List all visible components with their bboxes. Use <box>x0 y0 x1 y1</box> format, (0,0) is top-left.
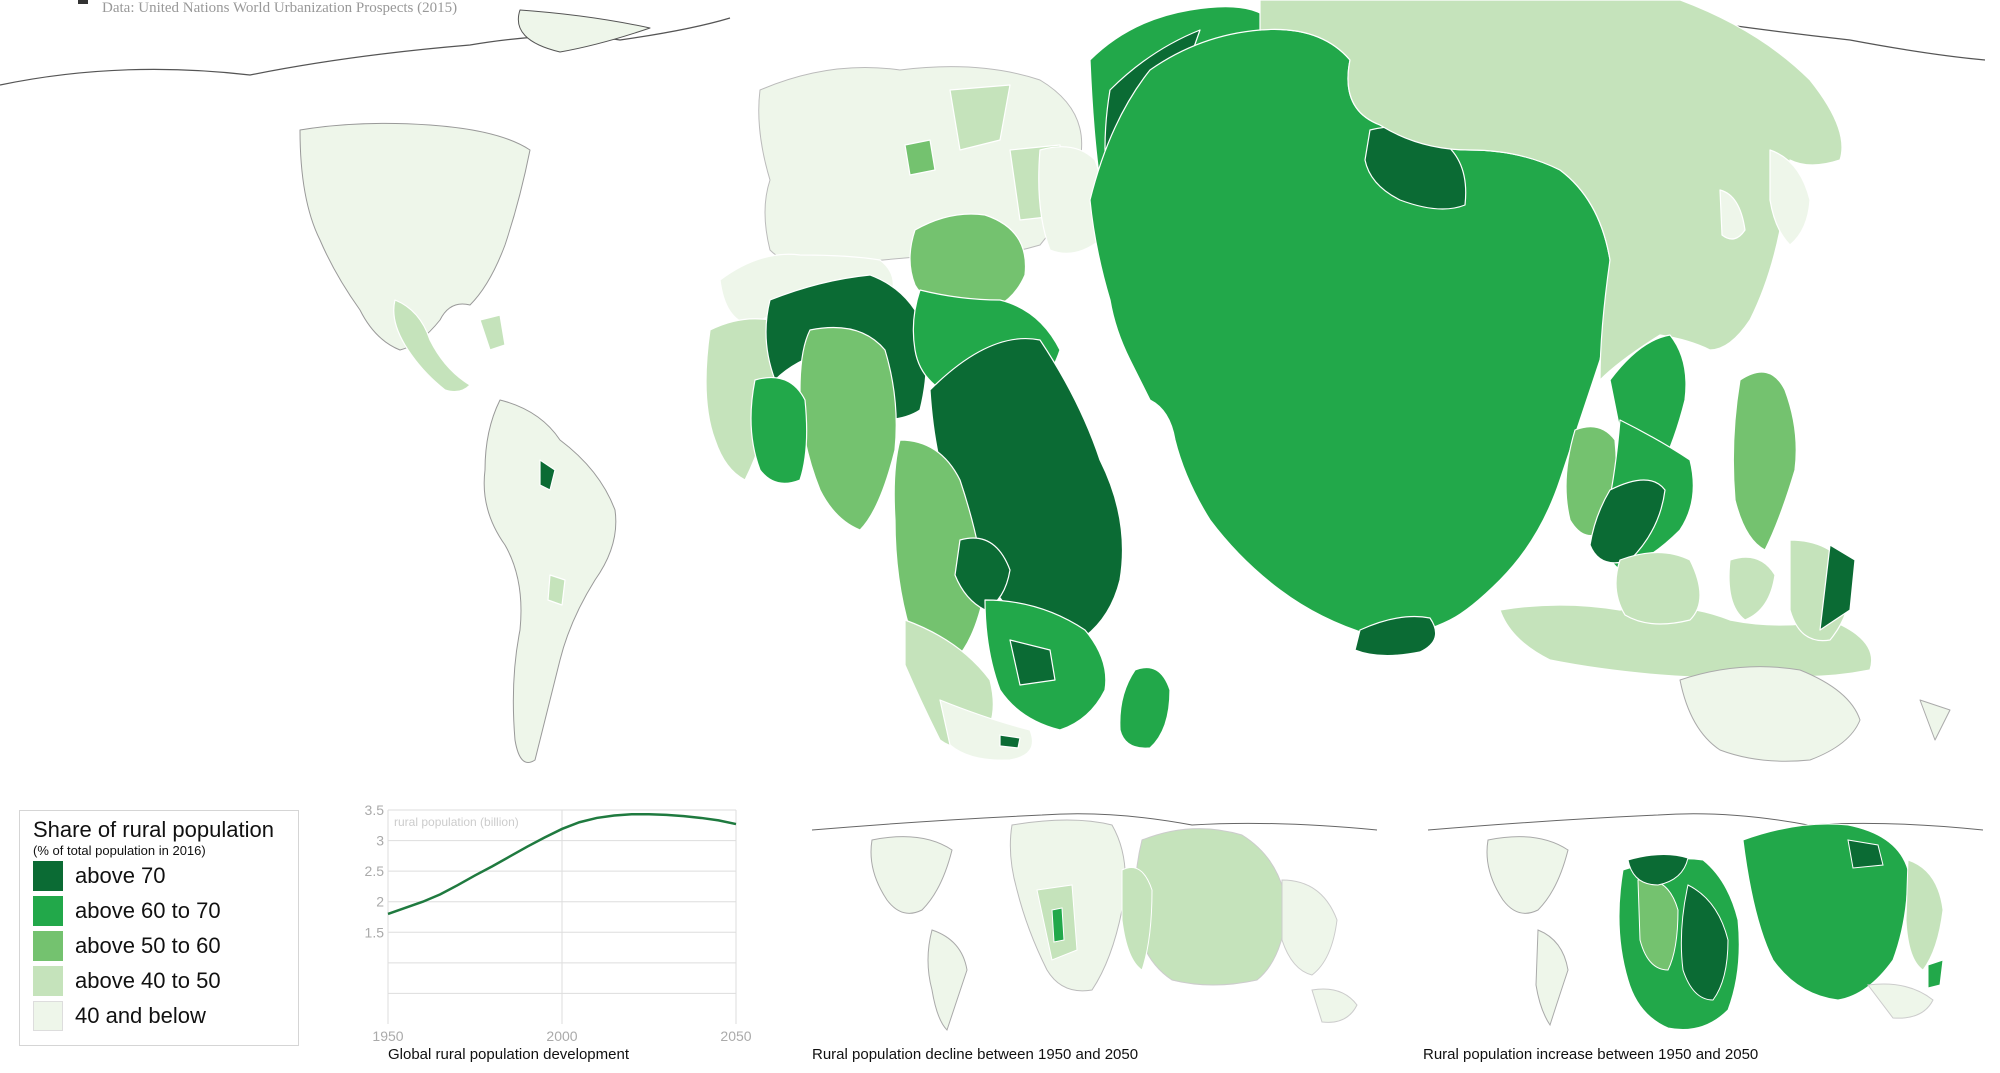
region-colombia <box>539 459 556 491</box>
region-north-america <box>299 122 531 351</box>
increase-south-america <box>1535 929 1569 1027</box>
x-tick-label: 1950 <box>372 1028 403 1044</box>
region-japan <box>1769 149 1811 246</box>
region-central-america <box>393 299 471 393</box>
decline-australia <box>1311 988 1358 1023</box>
x-tick-label: 2050 <box>720 1028 751 1044</box>
increase-papua <box>1927 959 1944 989</box>
increase-north-america <box>1486 836 1569 914</box>
legend-swatch <box>33 895 63 926</box>
y-tick-label: 1.5 <box>365 924 385 940</box>
region-sri-lanka <box>1354 615 1437 657</box>
legend-item-above-50-to-60: above 50 to 60 <box>33 928 298 963</box>
legend-item-above-60-to-70: above 60 to 70 <box>33 893 298 928</box>
region-korea <box>1719 189 1746 240</box>
decline-se-asia <box>1281 879 1338 976</box>
legend-label: above 50 to 60 <box>75 932 221 958</box>
decline-china <box>1134 828 1288 986</box>
region-mozambique <box>1009 639 1056 686</box>
region-caribbean <box>479 314 506 351</box>
region-bolivia <box>547 574 566 606</box>
region-greenland <box>518 9 651 53</box>
region-balkans <box>904 139 936 176</box>
legend-subtitle: (% of total population in 2016) <box>33 843 206 858</box>
legend-swatch <box>33 930 63 961</box>
cartogram-map <box>0 0 1986 763</box>
legend-item-above-40-to-50: above 40 to 50 <box>33 963 298 998</box>
region-eastern-europe <box>949 84 1011 151</box>
decline-south-america <box>927 929 968 1031</box>
increase-africa-east <box>1680 884 1729 1001</box>
region-australia <box>1679 666 1861 762</box>
x-tick-label: 2000 <box>546 1028 577 1044</box>
region-madagascar <box>1119 666 1171 749</box>
legend-item-above-70: above 70 <box>33 858 298 893</box>
title-fragment <box>78 0 88 4</box>
y-tick-label: 2 <box>376 894 384 910</box>
increase-africa-west <box>1637 878 1679 971</box>
series-line-rural-population <box>387 813 737 916</box>
increase-arctic <box>1428 813 1984 831</box>
legend-label: above 60 to 70 <box>75 897 221 923</box>
decline-north-america <box>870 836 953 914</box>
y-tick-label: 3.5 <box>365 802 385 818</box>
region-philippines <box>1732 371 1797 551</box>
region-horn-egypt <box>909 213 1027 316</box>
region-sulawesi <box>1728 556 1776 621</box>
caption-chart: Global rural population development <box>388 1046 629 1063</box>
increase-africa-north <box>1627 854 1689 886</box>
legend-swatch <box>33 860 63 891</box>
caption-decline: Rural population decline between 1950 an… <box>812 1046 1139 1063</box>
region-papua-dark <box>1819 544 1856 631</box>
y-tick-label: 3 <box>376 833 384 849</box>
y-axis-label: rural population (billion) <box>394 815 519 829</box>
region-lesotho <box>999 734 1021 749</box>
legend-item-40-and-below: 40 and below <box>33 998 298 1033</box>
y-tick-label: 2.5 <box>365 863 385 879</box>
rural-population-line-chart: 1.5 2 2.5 3 3.5 1950 2000 2050 rural population … <box>365 802 752 1044</box>
legend-label: 40 and below <box>75 1002 206 1028</box>
legend-label: above 40 to 50 <box>75 967 221 993</box>
legend: Share of rural population (% of total po… <box>19 810 299 1046</box>
region-new-zealand <box>1919 699 1951 741</box>
region-tanzania <box>954 537 1011 611</box>
legend-title: Share of rural population <box>33 817 274 842</box>
decline-map <box>812 813 1378 1031</box>
region-borneo <box>1615 551 1701 625</box>
decline-india <box>1121 867 1153 971</box>
caption-increase: Rural population increase between 1950 a… <box>1423 1046 1759 1063</box>
increase-se-asia <box>1905 859 1944 971</box>
region-arctic-west <box>0 17 731 86</box>
increase-india <box>1742 823 1909 1001</box>
increase-map <box>1428 813 1984 1031</box>
decline-arctic <box>812 813 1378 831</box>
legend-swatch <box>33 1000 63 1031</box>
legend-label: above 70 <box>75 862 166 888</box>
data-source: Data: United Nations World Urbanization … <box>102 0 458 16</box>
increase-india-dark <box>1847 839 1884 869</box>
region-west-africa-mid <box>750 376 808 484</box>
legend-swatch <box>33 965 63 996</box>
increase-australia <box>1867 983 1934 1019</box>
decline-africa-dark <box>1051 907 1065 943</box>
region-nigeria <box>799 326 897 531</box>
